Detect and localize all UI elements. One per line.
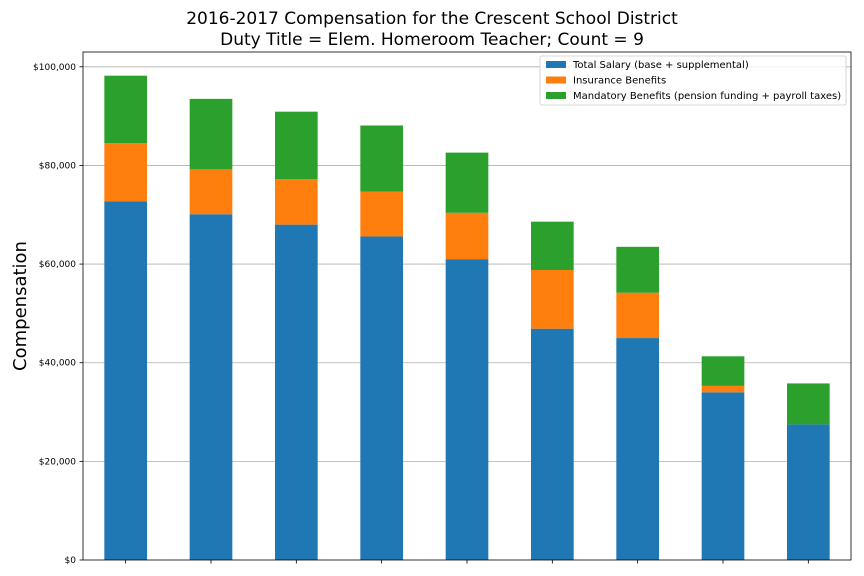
y-tick-label: $40,000 xyxy=(39,359,76,369)
legend-label: Mandatory Benefits (pension funding + pa… xyxy=(573,91,841,102)
bar-segment xyxy=(616,246,659,293)
bar-segment xyxy=(189,98,233,170)
bar-segment xyxy=(701,392,745,560)
bar-segment xyxy=(445,212,489,260)
bar-segment xyxy=(104,75,147,144)
bar-segment xyxy=(189,214,233,560)
bar-segment xyxy=(445,259,489,560)
legend-label: Insurance Benefits xyxy=(573,76,666,87)
legend-swatch xyxy=(546,61,566,68)
chart-title-line-2: Duty Title = Elem. Homeroom Teacher; Cou… xyxy=(220,30,644,50)
legend-box xyxy=(539,55,847,106)
bar-segment xyxy=(360,125,403,192)
y-tick-label: $0 xyxy=(65,556,77,566)
legend-swatch xyxy=(546,92,566,99)
bar-segment xyxy=(531,328,574,560)
bar-segment xyxy=(189,169,233,215)
bar-segment xyxy=(360,236,403,560)
y-tick-label: $100,000 xyxy=(33,63,76,73)
y-tick-label: $60,000 xyxy=(39,260,76,270)
bar-segment xyxy=(104,143,147,202)
bar-segment xyxy=(360,191,403,237)
legend-swatch xyxy=(546,76,566,84)
bar-segment xyxy=(445,152,489,213)
chart-title-line-1: 2016-2017 Compensation for the Crescent … xyxy=(186,9,678,29)
bar-segment xyxy=(531,269,574,329)
bar-segment xyxy=(531,221,574,270)
bar-segment xyxy=(275,111,318,180)
bar-segment xyxy=(787,424,830,560)
bar-segment xyxy=(787,383,830,425)
legend-label: Total Salary (base + supplemental) xyxy=(572,60,749,71)
axes-frame xyxy=(82,51,852,561)
y-tick-label: $20,000 xyxy=(39,457,76,467)
bar-segment xyxy=(616,338,659,560)
bar-segment xyxy=(275,179,318,225)
bar-segment xyxy=(701,385,745,393)
y-axis-label: Compensation xyxy=(10,241,31,371)
bar-segment xyxy=(701,356,745,386)
bar-segment xyxy=(104,201,147,560)
y-tick-label: $80,000 xyxy=(39,161,76,171)
bar-segment xyxy=(275,224,318,561)
bar-segment xyxy=(616,292,659,339)
